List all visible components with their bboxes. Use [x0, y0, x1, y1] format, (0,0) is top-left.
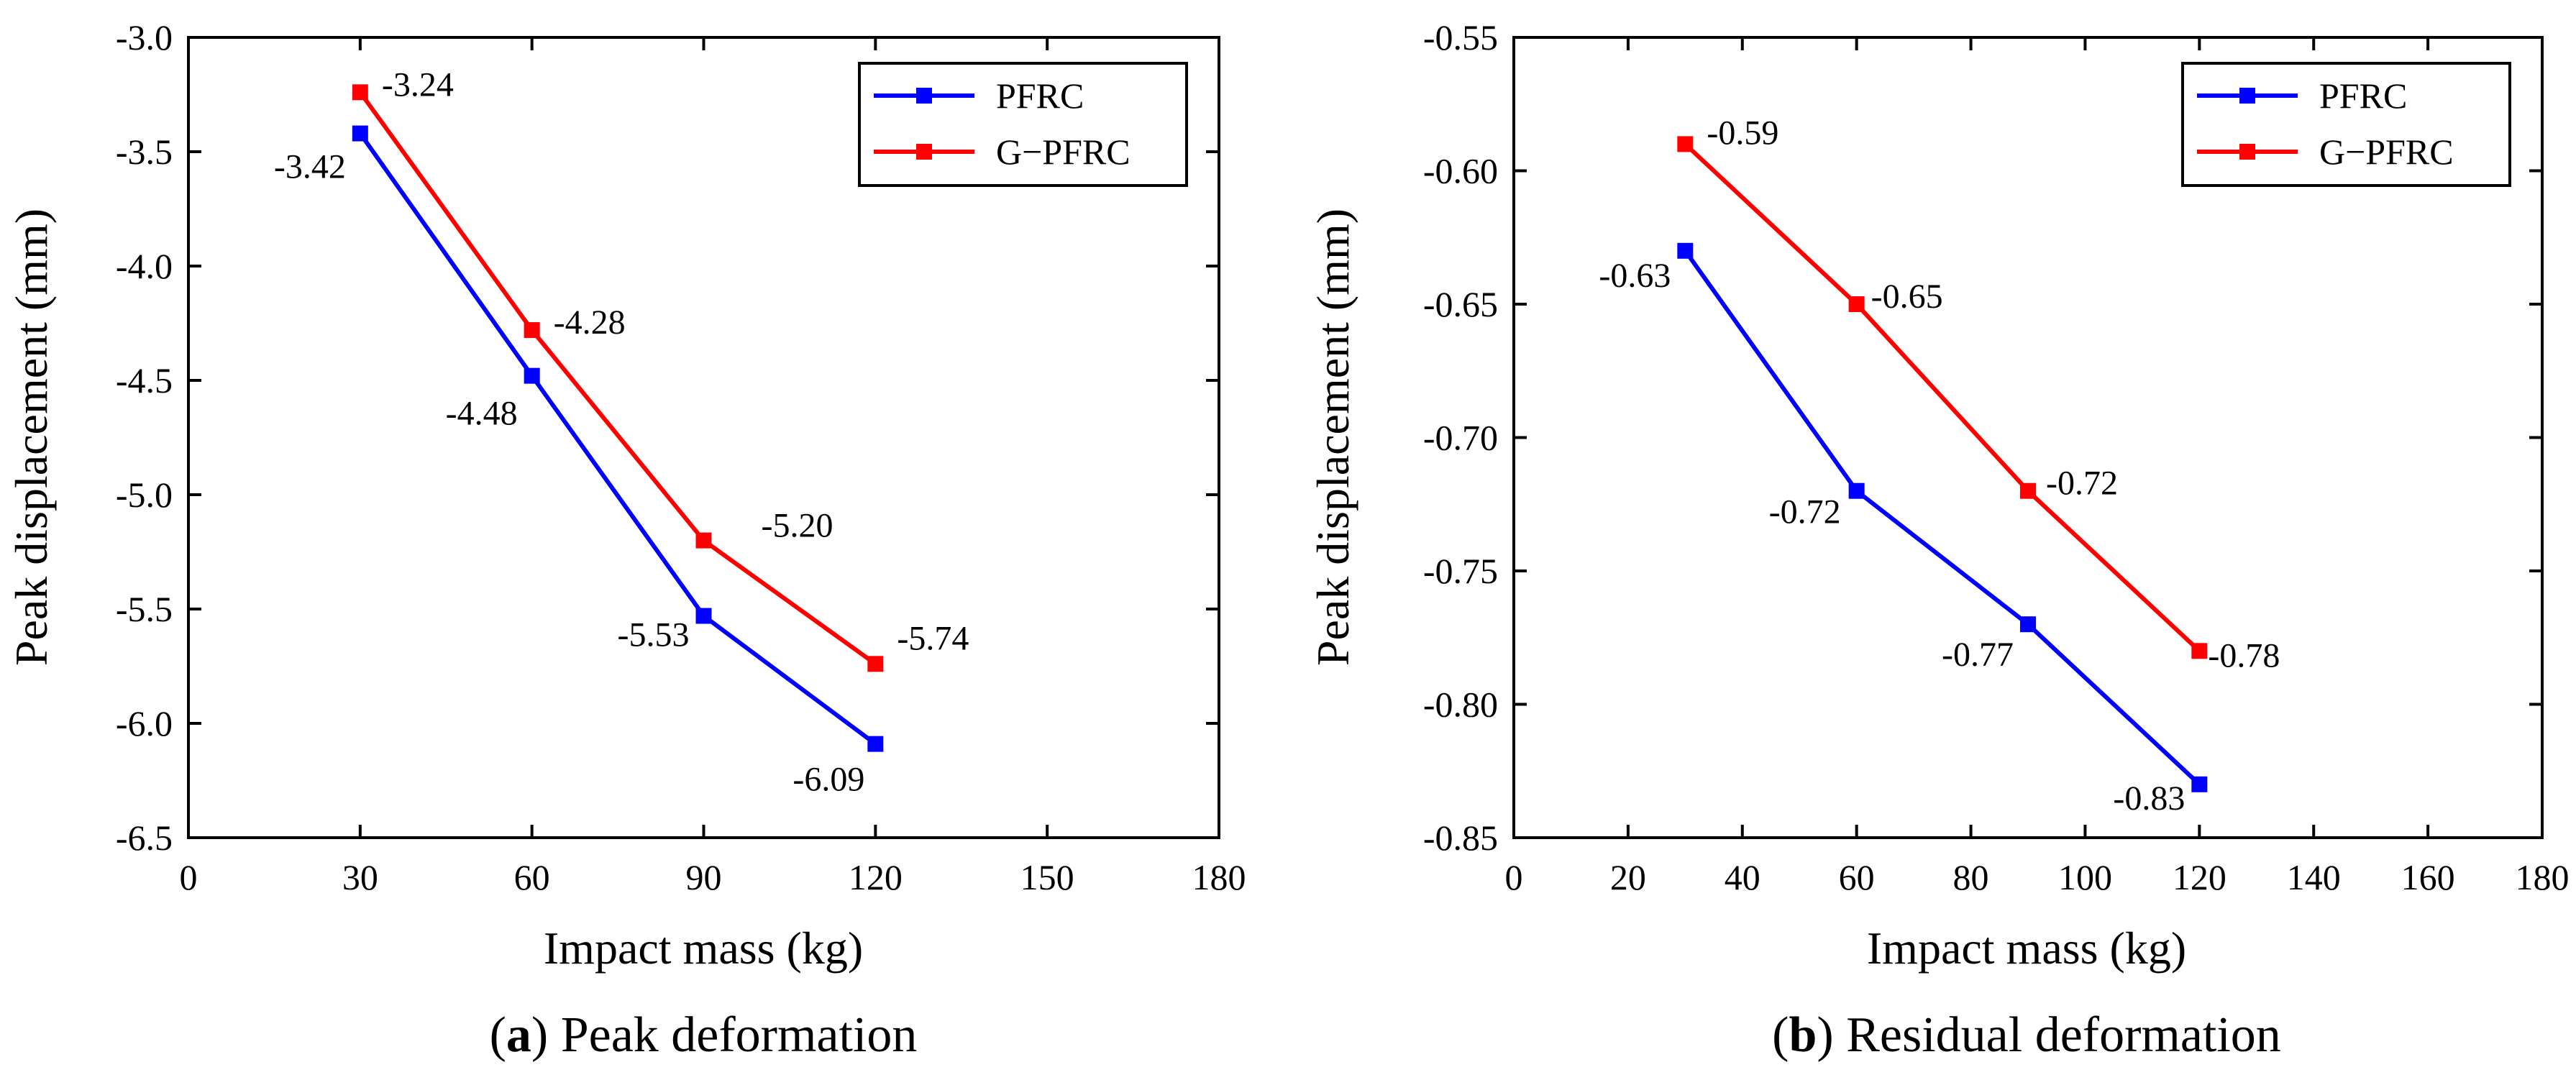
panel-a-chart: 0 30 60 90 120 150 180 -3.0 -3.5 -4.0 -4.5 -5.0 -5.5…: [6, 17, 1246, 1063]
data-point: [2191, 776, 2208, 792]
data-label: -5.53: [618, 616, 690, 654]
data-point: [2191, 643, 2208, 659]
x-tick-label: 80: [1953, 857, 1989, 897]
data-label: -0.63: [1599, 257, 1671, 295]
caption-paren: (: [490, 1007, 506, 1063]
caption-paren: ): [531, 1007, 548, 1063]
panel-b-chart: 0 20 40 60 80 100 120 140 160 180 -0.55 -0.60 -0.65 -…: [1307, 17, 2570, 1063]
data-point: [867, 656, 884, 672]
x-tick-label: 140: [2287, 857, 2341, 897]
data-point: [2020, 482, 2036, 499]
data-label: -3.24: [382, 65, 454, 104]
x-tick-label: 20: [1610, 857, 1646, 897]
x-tick-label: 120: [849, 857, 903, 897]
x-tick-label: 30: [342, 857, 378, 897]
series-line-1: [358, 91, 877, 666]
data-point: [867, 736, 884, 752]
y-tick-label: -4.0: [116, 246, 173, 286]
data-label: -0.83: [2113, 779, 2185, 818]
legend-label: PFRC: [996, 75, 1084, 116]
data-label: -0.72: [1769, 493, 1841, 531]
legend-swatch-marker: [916, 144, 932, 160]
y-axis-label: Peak displacement (mm): [6, 209, 57, 666]
y-tick-label: -0.55: [1423, 17, 1498, 58]
y-tick-label: -3.5: [116, 132, 173, 172]
panel-caption: (a) Peak deformation: [490, 1007, 918, 1063]
y-tick-label: -5.5: [116, 589, 173, 629]
y-tick-label: -0.75: [1423, 551, 1498, 591]
y-tick-label: -4.5: [116, 360, 173, 401]
data-label: -0.78: [2208, 636, 2280, 674]
legend-label: PFRC: [2319, 75, 2407, 116]
legend-box: [2181, 62, 2511, 187]
legend-swatch-marker: [2239, 88, 2255, 104]
x-tick-label: 60: [514, 857, 550, 897]
y-tick-label: -0.65: [1423, 284, 1498, 324]
data-label: -4.28: [554, 303, 626, 342]
legend-label: G−PFRC: [2319, 132, 2454, 172]
caption-letter: b: [1789, 1007, 1817, 1063]
x-tick-label: 180: [1192, 857, 1246, 897]
series-line-1: [1684, 142, 2201, 653]
caption-paren: (: [1772, 1007, 1789, 1063]
y-axis-label: Peak displacement (mm): [1307, 209, 1358, 666]
data-label: -5.74: [897, 619, 969, 657]
y-tick-label: -3.0: [116, 17, 173, 58]
data-point: [695, 608, 712, 624]
data-point: [524, 367, 540, 384]
data-point: [352, 84, 368, 101]
y-tick-label: -0.70: [1423, 418, 1498, 458]
y-tick-label: -5.0: [116, 475, 173, 515]
x-tick-label: 0: [180, 857, 198, 897]
data-label: -0.72: [2046, 465, 2118, 503]
caption-text: Residual deformation: [1834, 1007, 2281, 1063]
legend-box: [858, 62, 1188, 187]
x-tick-label: 150: [1020, 857, 1074, 897]
x-tick-label: 0: [1505, 857, 1523, 897]
series-line-0: [358, 132, 877, 746]
caption-text: Peak deformation: [548, 1007, 917, 1063]
legend-label: G−PFRC: [996, 132, 1131, 172]
data-point: [352, 125, 368, 142]
caption-letter: a: [506, 1007, 531, 1063]
x-tick-label: 60: [1839, 857, 1875, 897]
x-tick-label: 120: [2173, 857, 2226, 897]
data-point: [1677, 242, 1694, 259]
x-tick-label: 100: [2058, 857, 2112, 897]
data-label: -0.77: [1942, 636, 2014, 674]
series-line-0: [1683, 250, 2201, 786]
y-tick-label: -0.85: [1423, 818, 1498, 858]
panel-caption: (b) Residual deformation: [1772, 1007, 2281, 1063]
data-point: [1677, 136, 1694, 152]
y-tick-label: -6.5: [116, 818, 173, 858]
data-label: -6.09: [793, 761, 864, 799]
data-point: [2020, 616, 2036, 633]
data-label: -0.65: [1871, 278, 1943, 316]
data-label: -3.42: [274, 148, 346, 186]
data-label: -5.20: [762, 507, 833, 545]
data-point: [695, 532, 712, 549]
data-label: -0.59: [1707, 114, 1778, 152]
x-tick-label: 40: [1725, 857, 1760, 897]
legend-swatch-marker: [2239, 144, 2255, 160]
x-tick-label: 160: [2401, 857, 2455, 897]
x-axis-label: Impact mass (kg): [1867, 923, 2186, 974]
y-tick-label: -0.80: [1423, 685, 1498, 725]
x-tick-label: 90: [686, 857, 722, 897]
data-point: [524, 322, 540, 339]
y-tick-label: -0.60: [1423, 151, 1498, 191]
legend-swatch-marker: [916, 88, 932, 104]
data-point: [1848, 482, 1865, 499]
x-tick-label: 180: [2516, 857, 2570, 897]
x-axis-label: Impact mass (kg): [544, 923, 863, 974]
y-tick-label: -6.0: [116, 703, 173, 743]
caption-paren: ): [1817, 1007, 1833, 1063]
data-label: -4.48: [446, 395, 518, 433]
data-point: [1848, 296, 1865, 312]
